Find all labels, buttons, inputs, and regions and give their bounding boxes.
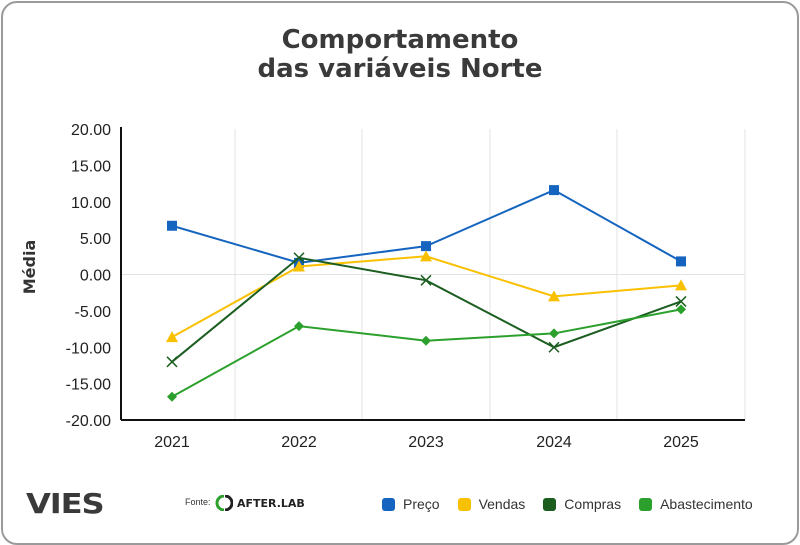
legend-item-abastecimento[interactable]: Abastecimento	[639, 496, 753, 512]
chart-legend: Preço Vendas Compras Abastecimento	[382, 496, 771, 512]
data-point-compras	[548, 341, 560, 353]
data-point-abastecimento	[294, 321, 304, 332]
data-point-vendas	[166, 331, 178, 343]
vies-logo: VIES	[26, 487, 105, 520]
data-point-abastecimento	[676, 304, 686, 315]
data-point-vendas	[420, 250, 432, 262]
data-point-vendas	[548, 290, 560, 302]
chart-title: Comportamento das variáveis Norte	[0, 26, 800, 84]
legend-swatch	[639, 497, 653, 511]
data-point-preço	[676, 256, 686, 267]
legend-swatch	[543, 497, 557, 511]
series-line-compras	[171, 256, 682, 363]
y-tick-label: 20.00	[71, 122, 111, 139]
chart-title-line1: Comportamento	[281, 25, 519, 55]
data-point-vendas	[675, 279, 687, 291]
legend-swatch	[457, 497, 471, 511]
legend-swatch	[382, 497, 395, 511]
x-tick-label: 2024	[536, 434, 572, 451]
y-tick-label: -15.00	[66, 377, 111, 394]
y-tick-label: -20.00	[66, 413, 111, 430]
series-line-vendas	[171, 255, 682, 338]
y-axis-label: Média	[20, 240, 39, 295]
x-tick-label: 2023	[408, 434, 444, 451]
source-name: AFTER.LAB	[237, 496, 305, 510]
series-line-abastecimento	[171, 308, 682, 398]
legend-label: Compras	[564, 496, 622, 512]
data-point-preço	[421, 241, 431, 252]
source-label: Fonte:	[185, 497, 211, 507]
y-tick-label: 10.00	[71, 195, 111, 212]
x-tick-label: 2022	[281, 434, 317, 451]
data-point-vendas	[293, 260, 305, 272]
data-point-preço	[167, 220, 177, 231]
y-tick-label: 0.00	[80, 268, 111, 285]
y-tick-label: -10.00	[66, 340, 111, 357]
data-point-compras	[420, 274, 432, 286]
legend-label: Preço	[403, 496, 440, 512]
chart-title-line2: das variáveis Norte	[257, 54, 543, 84]
y-tick-label: -5.00	[75, 304, 112, 321]
afterlab-logo: AFTER.LAB	[215, 495, 305, 511]
data-point-compras	[166, 356, 178, 368]
y-tick-label: 5.00	[80, 231, 111, 248]
data-point-preço	[549, 185, 559, 196]
data-point-abastecimento	[421, 335, 431, 346]
data-point-abastecimento	[167, 391, 177, 402]
x-tick-label: 2025	[663, 434, 699, 451]
data-point-abastecimento	[549, 328, 559, 339]
data-point-compras	[293, 252, 305, 264]
data-point-compras	[675, 295, 687, 307]
y-tick-label: 15.00	[71, 158, 111, 175]
legend-item-preço[interactable]: Preço	[382, 496, 440, 512]
legend-item-vendas[interactable]: Vendas	[457, 496, 526, 512]
legend-item-compras[interactable]: Compras	[543, 496, 621, 512]
legend-label: Vendas	[478, 496, 526, 512]
afterlab-icon	[215, 495, 233, 511]
legend-label: Abastecimento	[660, 496, 753, 512]
x-tick-label: 2021	[154, 434, 190, 451]
